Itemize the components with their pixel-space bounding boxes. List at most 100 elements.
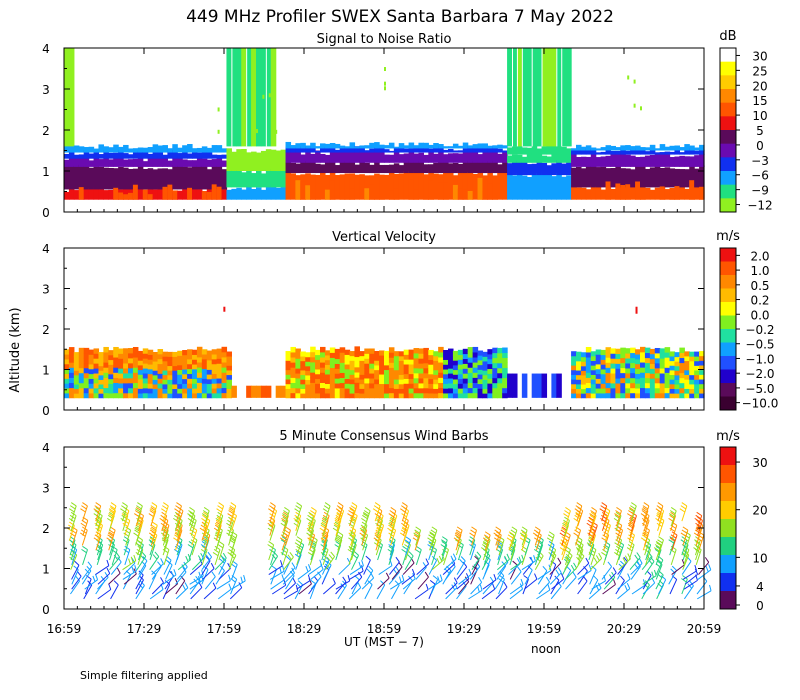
wind-barb (484, 539, 491, 556)
wind-barb-flag (518, 556, 522, 563)
velocity-cell (68, 362, 75, 368)
wind-barb (508, 563, 521, 575)
colorbar-label: 15 (752, 94, 767, 108)
wind-barb (177, 510, 184, 527)
velocity-cell (344, 383, 351, 389)
snr-cell (615, 147, 621, 151)
velocity-cell (630, 352, 636, 359)
velocity-cell (438, 392, 444, 399)
snr-cell (659, 153, 666, 167)
colorbar-swatch (720, 130, 736, 145)
wind-barb-flag (95, 502, 101, 507)
velocity-cell (630, 357, 636, 364)
wind-barb (469, 566, 481, 580)
snr-cell (472, 150, 479, 163)
figure-title: 449 MHz Profiler SWEX Santa Barbara 7 Ma… (186, 7, 614, 27)
wind-barb (481, 555, 491, 570)
colorbar-label: 0 (756, 139, 764, 153)
velocity-cell (226, 393, 232, 399)
snr-cell (128, 159, 134, 167)
colorbar-swatch (720, 383, 736, 397)
velocity-cell (388, 377, 395, 384)
snr-cell (561, 153, 567, 163)
snr-cell (644, 168, 651, 188)
snr-cell (457, 163, 464, 174)
velocity-cell (452, 360, 459, 366)
colorbar-label: 0.2 (750, 294, 769, 308)
velocity-cell (403, 393, 410, 399)
snr-cell (152, 189, 159, 200)
velocity-cell (172, 365, 178, 371)
velocity-cell (300, 388, 306, 394)
wind-barb (577, 510, 584, 527)
snr-cell (669, 151, 676, 155)
colorbar-swatch (720, 48, 736, 63)
velocity-cell (192, 354, 198, 360)
wind-barb (295, 520, 302, 536)
velocity-cell (354, 351, 360, 358)
snr-cell (590, 148, 597, 155)
wind-barb (618, 558, 631, 571)
velocity-cell (600, 383, 607, 389)
velocity-cell (374, 379, 380, 385)
velocity-cell (369, 368, 375, 374)
wind-barb-flag (563, 519, 569, 524)
wind-barb-flag (357, 582, 362, 588)
snr-cell (423, 179, 429, 200)
velocity-cell (408, 383, 415, 389)
velocity-cell (364, 392, 370, 399)
snr-cell (600, 151, 607, 155)
velocity-cell (196, 356, 203, 363)
wind-barb-flag (284, 529, 290, 534)
colorbar-label: −9 (751, 184, 769, 198)
snr-cell (265, 48, 267, 147)
wind-barb (402, 562, 415, 575)
wind-barb-flag (214, 545, 221, 551)
wind-barb (401, 574, 415, 585)
snr-cell (566, 153, 572, 163)
velocity-cell (457, 388, 464, 394)
snr-cell (689, 156, 695, 167)
wind-barb-flag (229, 507, 235, 512)
velocity-cell (398, 360, 405, 366)
wind-barb-flag (429, 532, 436, 537)
snr-cell (408, 151, 415, 163)
velocity-cell (93, 353, 100, 359)
snr-cell (640, 164, 646, 188)
wind-barb (496, 565, 507, 580)
wind-barb (109, 530, 116, 546)
snr-cell (384, 86, 386, 91)
snr-cell (320, 143, 326, 149)
wind-barb (283, 556, 294, 571)
wind-barb-flag (322, 514, 329, 520)
wind-barb-flag (614, 527, 620, 532)
colorbar-label: 20 (752, 504, 767, 518)
velocity-cell (571, 355, 577, 361)
snr-cell (531, 163, 538, 176)
velocity-cell (448, 368, 454, 374)
wind-barb (577, 580, 588, 595)
wind-barb-flag (151, 524, 157, 529)
snr-cell (477, 154, 484, 163)
wind-barb-flag (431, 545, 437, 551)
wind-barb-flag (411, 568, 416, 575)
snr-cell (73, 190, 80, 200)
snr-cell (541, 48, 543, 147)
wind-barb-flag (380, 580, 386, 586)
velocity-cell (674, 379, 680, 385)
wind-barb (628, 525, 635, 541)
wind-barbs-panel: 5 Minute Consensus Wind Barbs 0123416:59… (42, 429, 767, 636)
velocity-cell (644, 362, 651, 369)
velocity-cell (413, 348, 420, 354)
snr-cell (452, 143, 459, 149)
snr-cell (152, 144, 159, 153)
snr-cell (108, 152, 114, 159)
velocity-cell (118, 387, 124, 394)
velocity-cell (487, 392, 493, 399)
velocity-cell (147, 393, 154, 399)
velocity-cell (448, 353, 454, 359)
velocity-cell (167, 361, 173, 367)
wind-barb-flag (279, 567, 282, 574)
snr-cell (521, 162, 528, 176)
wind-barb (351, 555, 360, 570)
